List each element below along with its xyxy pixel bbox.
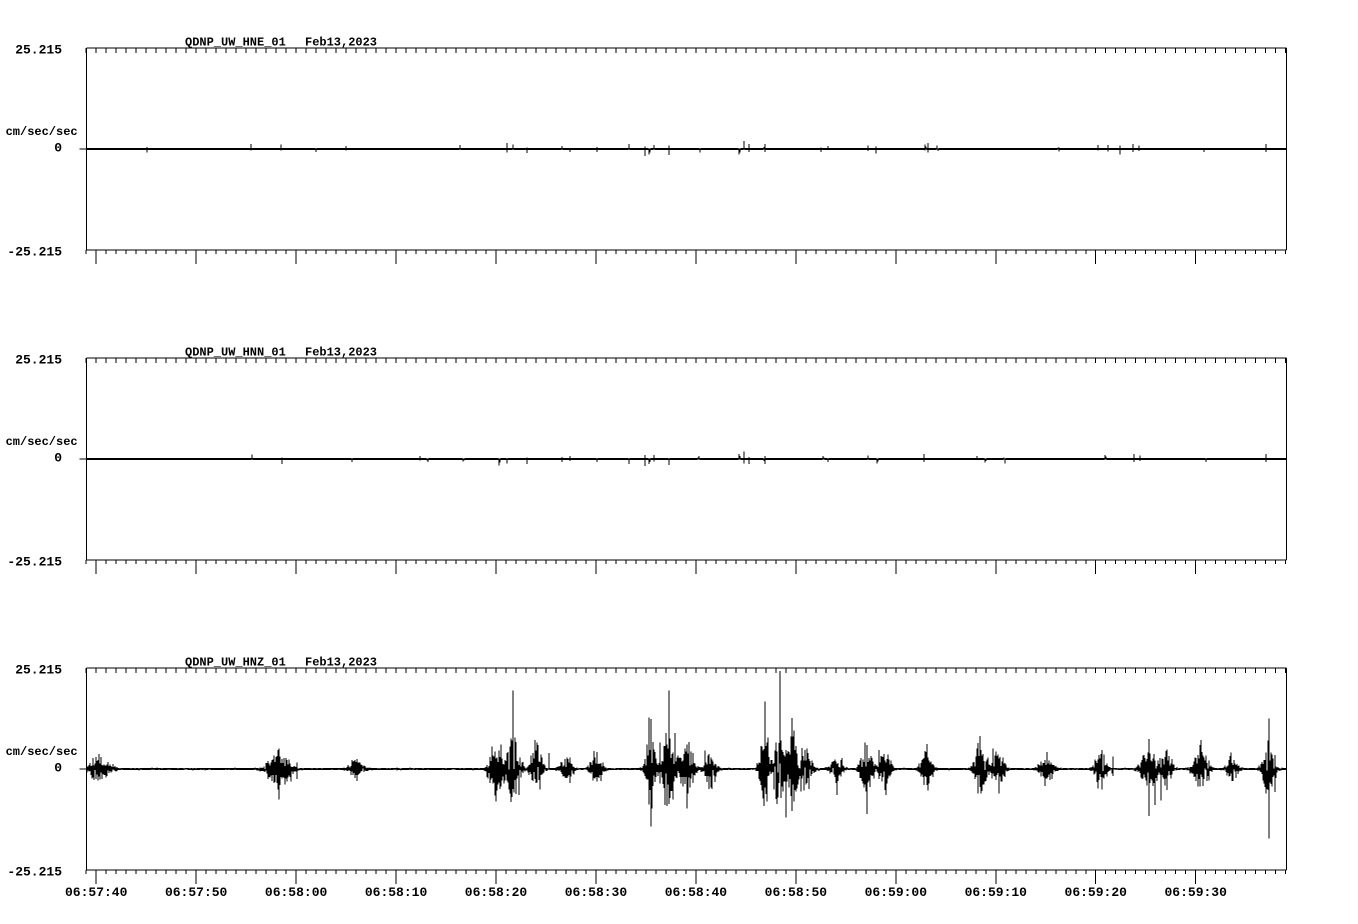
svg-text:06:58:00: 06:58:00	[265, 885, 328, 900]
svg-text:06:58:20: 06:58:20	[465, 885, 528, 900]
svg-text:0: 0	[54, 451, 62, 466]
svg-text:06:58:40: 06:58:40	[665, 885, 728, 900]
svg-text:cm/sec/sec: cm/sec/sec	[6, 745, 78, 759]
svg-text:06:57:40: 06:57:40	[65, 885, 128, 900]
svg-text:06:58:10: 06:58:10	[365, 885, 428, 900]
svg-text:QDNP_UW_HNE_01: QDNP_UW_HNE_01	[185, 36, 286, 50]
svg-text:06:59:30: 06:59:30	[1164, 885, 1227, 900]
svg-text:Feb13,2023: Feb13,2023	[305, 36, 377, 50]
svg-text:-25.215: -25.215	[7, 245, 62, 260]
svg-text:cm/sec/sec: cm/sec/sec	[6, 125, 78, 139]
svg-text:Feb13,2023: Feb13,2023	[305, 346, 377, 360]
svg-text:25.215: 25.215	[15, 43, 62, 58]
svg-text:0: 0	[54, 761, 62, 776]
svg-text:QDNP_UW_HNN_01: QDNP_UW_HNN_01	[185, 346, 286, 360]
svg-text:-25.215: -25.215	[7, 555, 62, 570]
svg-text:06:57:50: 06:57:50	[165, 885, 228, 900]
svg-text:06:59:10: 06:59:10	[965, 885, 1028, 900]
svg-text:06:58:30: 06:58:30	[565, 885, 628, 900]
svg-text:-25.215: -25.215	[7, 865, 62, 880]
svg-text:06:59:00: 06:59:00	[865, 885, 928, 900]
svg-text:cm/sec/sec: cm/sec/sec	[6, 435, 78, 449]
svg-text:0: 0	[54, 141, 62, 156]
svg-text:06:59:20: 06:59:20	[1065, 885, 1128, 900]
svg-text:06:58:50: 06:58:50	[765, 885, 828, 900]
svg-text:25.215: 25.215	[15, 353, 62, 368]
svg-text:25.215: 25.215	[15, 663, 62, 678]
svg-text:QDNP_UW_HNZ_01: QDNP_UW_HNZ_01	[185, 656, 286, 670]
svg-text:Feb13,2023: Feb13,2023	[305, 656, 377, 670]
